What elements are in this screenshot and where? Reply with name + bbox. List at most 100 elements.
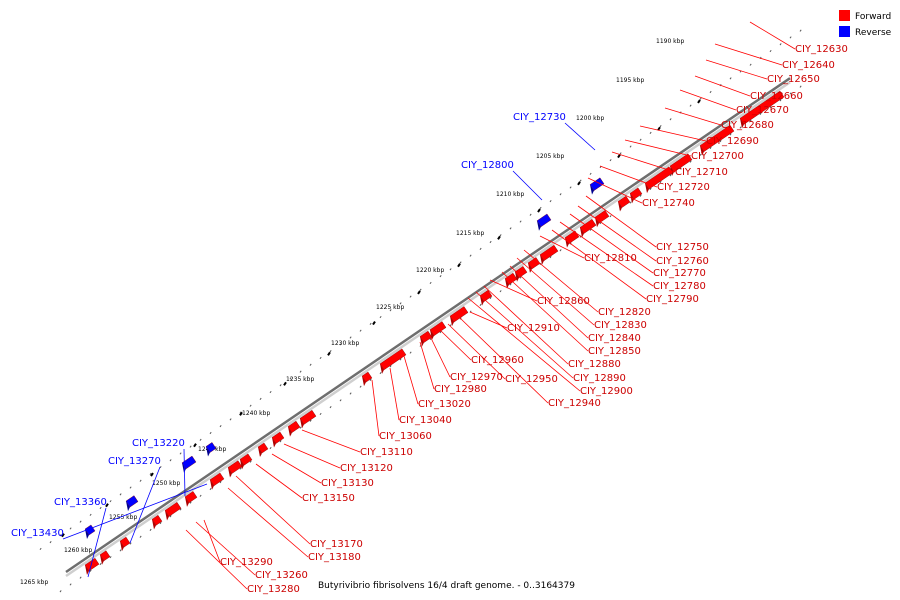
tick-dot xyxy=(149,472,152,476)
tick-layer: 1190 kbp 1195 kbp 1200 kbp 1205 kbp 1210 kbp… xyxy=(20,29,802,593)
reverse-gene-label: CIY_13430 xyxy=(11,528,64,539)
tick-dot xyxy=(719,140,722,143)
tick-dot xyxy=(619,152,622,155)
tick-dot xyxy=(559,193,562,196)
forward-gene xyxy=(539,244,559,261)
forward-gene-label: CIY_12830 xyxy=(594,320,647,331)
tick-dot xyxy=(739,126,742,129)
forward-gene-label: CIY_12810 xyxy=(584,253,637,264)
forward-leader-line xyxy=(664,107,722,126)
forward-gene-label: CIY_12780 xyxy=(653,281,706,292)
forward-gene-label: CIY_13280 xyxy=(247,584,300,595)
tick-dot xyxy=(509,283,512,286)
tick-dot xyxy=(219,481,222,484)
tick-dot xyxy=(609,159,612,162)
forward-leader-line xyxy=(569,213,654,274)
kbp-tick-label: 1200 kbp xyxy=(576,115,604,122)
tick-dot xyxy=(59,534,62,537)
tick-dot xyxy=(519,220,522,223)
forward-gene-end xyxy=(450,316,454,327)
tick-dot xyxy=(209,487,212,491)
tick-dot xyxy=(139,479,142,482)
forward-leader-line xyxy=(185,529,248,590)
forward-gene-end xyxy=(240,459,244,470)
forward-gene-end xyxy=(618,201,622,212)
tick-dot xyxy=(89,513,92,516)
forward-leader-line xyxy=(447,323,506,380)
forward-gene-end xyxy=(185,496,189,507)
tick-dot xyxy=(659,124,662,128)
forward-gene-label: CIY_13020 xyxy=(418,399,471,410)
forward-gene-label: CIY_12750 xyxy=(656,242,709,253)
tick-dot xyxy=(319,356,322,360)
tick-dot xyxy=(609,215,612,218)
forward-leader-line xyxy=(714,43,783,66)
forward-gene-label: CIY_12710 xyxy=(675,167,728,178)
tick-dot xyxy=(479,303,482,306)
tick-dot xyxy=(389,309,392,312)
forward-gene-label: CIY_13180 xyxy=(308,552,361,563)
tick-dot xyxy=(779,99,782,102)
tick-dot xyxy=(539,206,542,210)
tick-dot xyxy=(229,418,232,421)
kbp-tick-label: 1260 kbp xyxy=(64,547,92,554)
tick-dot xyxy=(259,397,262,400)
tick-dot xyxy=(729,77,732,80)
forward-leader-line xyxy=(551,229,647,300)
kbp-tick-label: 1255 kbp xyxy=(109,514,137,521)
kbp-major-tick xyxy=(577,181,581,186)
tick-dot xyxy=(359,329,362,332)
forward-leader-line xyxy=(483,285,569,365)
forward-leader-line xyxy=(283,443,341,469)
forward-leader-line xyxy=(459,317,549,404)
reverse-leader-line xyxy=(87,507,107,578)
tick-dot xyxy=(649,187,652,190)
forward-leader-line xyxy=(271,453,322,484)
legend: Forward Reverse xyxy=(839,10,892,38)
tick-dot xyxy=(349,392,352,395)
forward-gene-label: CIY_12690 xyxy=(706,136,759,147)
tick-dot xyxy=(629,201,632,204)
tick-dot xyxy=(709,146,712,150)
forward-gene-label: CIY_12940 xyxy=(548,398,601,409)
tick-dot xyxy=(109,500,112,503)
tick-dot xyxy=(199,438,202,441)
tick-dot xyxy=(789,36,792,39)
tick-dot xyxy=(69,527,72,530)
tick-dot xyxy=(519,276,522,279)
tick-dot xyxy=(249,404,252,407)
forward-gene xyxy=(164,502,182,517)
kbp-major-tick xyxy=(283,381,287,386)
tick-dot xyxy=(279,440,282,443)
tick-dot xyxy=(59,590,62,593)
forward-gene-end xyxy=(740,118,744,129)
kbp-major-tick xyxy=(457,263,461,268)
lower-tick-row xyxy=(59,85,802,593)
tick-dot xyxy=(459,261,462,264)
tick-dot xyxy=(679,167,682,170)
tick-dot xyxy=(49,540,52,544)
forward-leader-line xyxy=(523,249,599,313)
tick-dot xyxy=(469,254,472,257)
forward-gene xyxy=(514,266,528,279)
tick-dot xyxy=(669,174,672,177)
forward-gene xyxy=(669,153,693,173)
tick-dot xyxy=(169,459,172,462)
tick-dot xyxy=(289,377,292,380)
forward-gene-label: CIY_12910 xyxy=(507,323,560,334)
forward-gene-label: CIY_12880 xyxy=(568,359,621,370)
forward-gene-label: CIY_13110 xyxy=(360,447,413,458)
kbp-major-tick xyxy=(327,351,331,356)
forward-gene-end xyxy=(540,254,544,265)
tick-dot xyxy=(509,227,512,230)
tick-dot xyxy=(389,365,392,368)
tick-dot xyxy=(99,506,102,510)
kbp-major-tick xyxy=(417,290,421,295)
forward-leader-line xyxy=(301,429,361,453)
tick-dot xyxy=(339,343,342,346)
tick-dot xyxy=(649,131,652,134)
tick-dot xyxy=(219,425,222,428)
tick-dot xyxy=(189,501,192,504)
forward-gene-end xyxy=(288,426,292,437)
forward-gene-label: CIY_12820 xyxy=(598,307,651,318)
